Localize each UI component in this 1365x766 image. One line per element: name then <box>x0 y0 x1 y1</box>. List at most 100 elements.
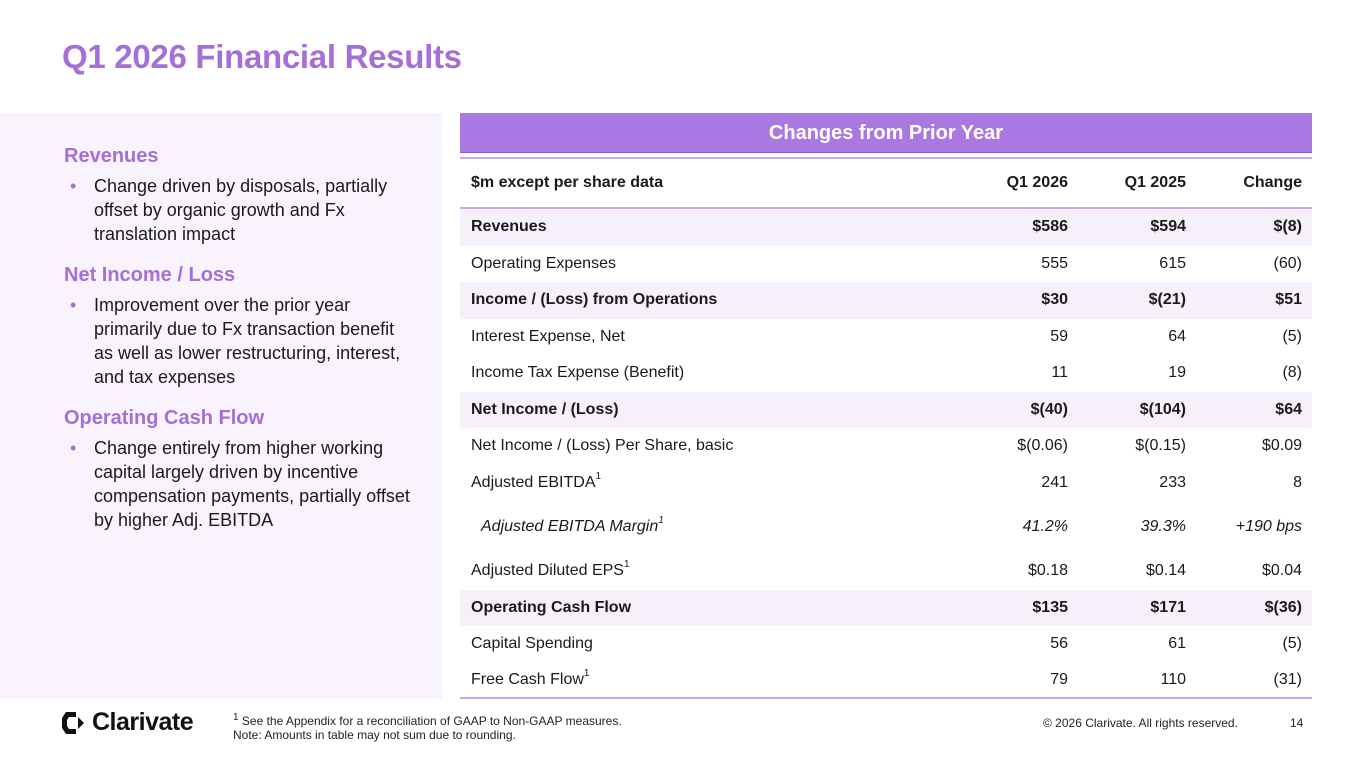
row-label-text: Net Income / (Loss) <box>471 400 619 418</box>
section-heading: Net Income / Loss <box>64 264 236 286</box>
cell-q1-2025: 19 <box>1168 364 1186 382</box>
cell-q1-2026: $135 <box>1032 598 1068 616</box>
cell-change: $0.04 <box>1261 562 1302 580</box>
bullet-dot-icon: • <box>70 295 77 315</box>
row-label: Adjusted Diluted EPS1 <box>460 559 950 580</box>
row-label: Revenues <box>460 218 950 236</box>
row-label-text: Revenues <box>471 218 547 236</box>
clarivate-logo-icon <box>62 710 86 736</box>
row-label: Operating Expenses <box>460 255 950 273</box>
table-row: Operating Cash Flow $135 $171 $(36) <box>460 589 1312 626</box>
table-row: Net Income / (Loss) Per Share, basic $(0.… <box>460 428 1312 465</box>
footnote-marker: 1 <box>623 559 630 571</box>
table-row: Income / (Loss) from Operations $30 $(21) $… <box>460 282 1312 319</box>
table-row: Operating Expenses 555 615 (60) <box>460 246 1312 283</box>
cell-q1-2025: 110 <box>1160 670 1186 688</box>
clarivate-logo: Clarivate <box>62 708 194 737</box>
cell-q1-2026: 241 <box>1041 473 1068 491</box>
cell-change: +190 bps <box>1235 518 1302 535</box>
cell-q1-2025: $594 <box>1150 218 1186 236</box>
row-label: Free Cash Flow1 <box>460 668 950 689</box>
row-label: Net Income / (Loss) Per Share, basic <box>460 437 950 455</box>
row-label-text: Adjusted EBITDA Margin <box>481 518 659 535</box>
table-body: Revenues $586 $594 $(8) Operating Expenses 55… <box>460 209 1312 699</box>
bullet-item: • Change entirely from higher working cap… <box>64 436 412 532</box>
row-label: Adjusted EBITDA1 <box>460 470 950 492</box>
row-label: Operating Cash Flow <box>460 599 950 617</box>
cell-change: $0.09 <box>1261 437 1302 455</box>
footnote-marker: 1 <box>595 470 602 482</box>
cell-q1-2026: $30 <box>1041 291 1068 309</box>
footnote-marker: 1 <box>658 515 664 526</box>
cell-change: $64 <box>1275 400 1302 418</box>
table-row: Free Cash Flow1 79 110 (31) <box>460 663 1312 699</box>
table-row: Adjusted Diluted EPS1 $0.18 $0.14 $0.04 <box>460 553 1312 590</box>
cell-q1-2026: 41.2% <box>1022 518 1068 535</box>
logo-wordmark: Clarivate <box>92 708 194 736</box>
row-label-text: Adjusted Diluted EPS <box>471 562 624 580</box>
column-header-label: $m except per share data <box>471 174 664 191</box>
bullet-dot-icon: • <box>70 176 77 196</box>
bullet-dot-icon: • <box>70 438 77 458</box>
footnote-marker: 1 <box>233 712 239 723</box>
cell-q1-2026: 79 <box>1050 670 1068 688</box>
page-number: 14 <box>1290 716 1304 730</box>
cell-q1-2026: 11 <box>1051 364 1068 382</box>
footnote-line-1: See the Appendix for a reconciliation of… <box>238 714 622 728</box>
cell-q1-2025: $(0.15) <box>1135 437 1186 455</box>
column-header-q1-2026: Q1 2026 <box>1006 174 1068 191</box>
cell-q1-2025: $(21) <box>1148 291 1186 309</box>
cell-q1-2026: $586 <box>1032 218 1068 236</box>
cell-change: 8 <box>1293 473 1302 491</box>
cell-change: $(36) <box>1264 598 1302 616</box>
commentary-panel: Revenues • Change driven by disposals, par… <box>0 113 442 699</box>
row-label: Income / (Loss) from Operations <box>460 291 950 309</box>
row-label: Interest Expense, Net <box>460 328 950 346</box>
cell-q1-2025: 233 <box>1159 473 1186 491</box>
cell-change: $51 <box>1275 291 1302 309</box>
row-label-text: Income / (Loss) from Operations <box>471 291 718 309</box>
cell-q1-2025: 61 <box>1168 635 1186 653</box>
row-label-text: Adjusted EBITDA <box>471 473 596 491</box>
table-title: Changes from Prior Year <box>460 113 1312 153</box>
section-heading: Operating Cash Flow <box>64 407 265 429</box>
cell-q1-2026: 59 <box>1050 327 1068 345</box>
row-label-text: Capital Spending <box>471 635 593 653</box>
row-label: Adjusted EBITDA Margin1 <box>460 515 950 536</box>
cell-q1-2026: $0.18 <box>1027 562 1068 580</box>
table-row: Adjusted EBITDA Margin1 41.2% 39.3% +190 bp… <box>460 501 1312 553</box>
cell-q1-2026: $(0.06) <box>1017 437 1068 455</box>
row-label-text: Free Cash Flow <box>471 670 584 688</box>
bullet-text: Change driven by disposals, partially of… <box>94 176 388 244</box>
bullet-item: • Change driven by disposals, partially o… <box>64 174 412 246</box>
footnote: 1 See the Appendix for a reconciliation … <box>233 712 622 742</box>
row-label: Income Tax Expense (Benefit) <box>460 364 950 382</box>
footnote-line-2: Note: Amounts in table may not sum due t… <box>233 728 516 742</box>
row-label: Net Income / (Loss) <box>460 401 950 419</box>
cell-q1-2025: $171 <box>1150 598 1186 616</box>
column-header-change: Change <box>1243 174 1302 191</box>
cell-q1-2025: 39.3% <box>1140 518 1186 535</box>
bullet-text: Change entirely from higher working capi… <box>94 438 410 530</box>
cell-q1-2025: $0.14 <box>1145 562 1186 580</box>
page-title: Q1 2026 Financial Results <box>62 38 462 75</box>
row-label-text: Interest Expense, Net <box>471 327 625 345</box>
financial-table: Changes from Prior Year $m except per sh… <box>460 113 1312 699</box>
table-row: Net Income / (Loss) $(40) $(104) $64 <box>460 391 1312 428</box>
cell-q1-2026: $(40) <box>1030 400 1068 418</box>
table-row: Interest Expense, Net 59 64 (5) <box>460 319 1312 356</box>
table-row: Capital Spending 56 61 (5) <box>460 626 1312 663</box>
cell-change: (5) <box>1282 635 1302 653</box>
section-heading: Revenues <box>64 145 159 167</box>
column-header-q1-2025: Q1 2025 <box>1124 174 1186 191</box>
table-row: Income Tax Expense (Benefit) 11 19 (8) <box>460 355 1312 392</box>
row-label-text: Operating Expenses <box>471 254 616 272</box>
bullet-item: • Improvement over the prior year primari… <box>64 293 412 389</box>
cell-q1-2025: 615 <box>1159 254 1186 272</box>
bullet-text: Improvement over the prior year primaril… <box>94 295 401 387</box>
cell-q1-2025: 64 <box>1168 327 1186 345</box>
row-label-text: Operating Cash Flow <box>471 598 632 616</box>
cell-change: (31) <box>1273 670 1302 688</box>
table-row: Adjusted EBITDA1 241 233 8 <box>460 465 1312 502</box>
cell-q1-2026: 56 <box>1050 635 1068 653</box>
